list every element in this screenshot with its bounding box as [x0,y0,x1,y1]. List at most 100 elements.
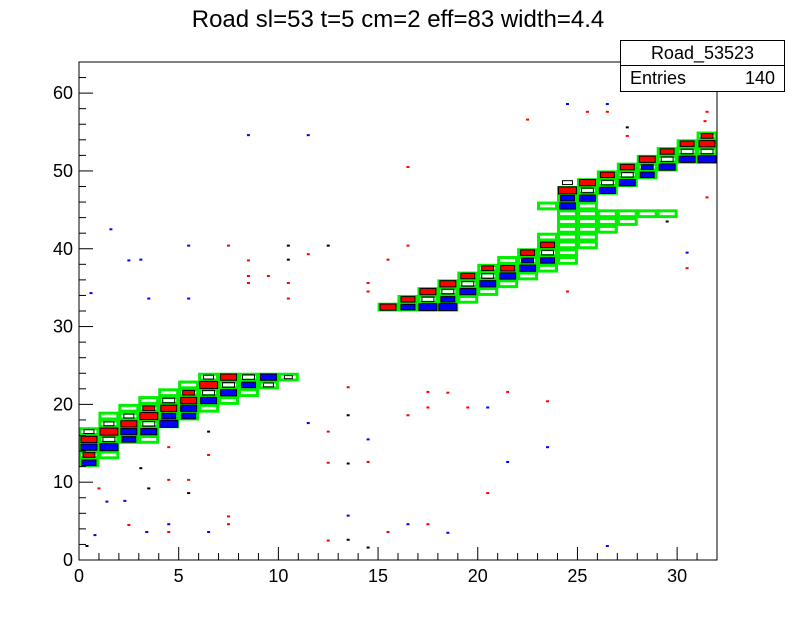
track-hit [400,296,416,303]
noise-hit [486,492,490,495]
noise-hit [605,544,609,547]
track-hit [439,280,457,288]
track-hit [460,272,476,280]
track-hit [99,427,119,436]
noise-hit [246,134,250,137]
road-cell [656,154,678,164]
track-hit [83,429,95,435]
track-hit [558,202,576,210]
road-cell [676,147,698,156]
track-hit [103,421,115,427]
track-hit [557,186,577,195]
road-cell [198,403,220,413]
track-hit [540,257,556,264]
road-cell [576,224,598,234]
noise-hit [286,258,290,261]
noise-hit [446,391,450,394]
road-cell [78,427,100,436]
noise-hit [346,414,350,417]
track-hit [618,178,636,187]
track-hit [419,287,437,296]
track-hit [578,178,596,187]
road-cell [696,147,718,156]
road-cell [557,240,578,250]
noise-hit [207,453,211,456]
noise-hit [565,103,569,106]
stats-entries-row: Entries 140 [621,66,784,91]
noise-hit [366,460,370,463]
track-hit [658,163,676,171]
track-hit [638,155,656,163]
road-cell [596,224,618,234]
track-hit [541,249,555,256]
noise-hit [286,297,290,300]
x-tick-label: 15 [368,566,388,586]
track-hit [160,404,178,412]
road-cell [457,279,479,289]
track-hit [500,264,516,272]
road-cell [537,263,558,273]
track-hit [142,405,156,412]
road-cell [158,388,180,398]
road-cell [138,419,160,429]
track-hit [161,412,177,420]
road-cell [477,287,499,296]
noise-hit [123,499,127,502]
noise-hit [167,446,171,449]
noise-hit [486,406,490,409]
noise-hit [386,258,390,261]
track-hit [441,288,455,295]
chart-title: Road sl=53 t=5 cm=2 eff=83 width=4.4 [191,6,605,33]
road-cell [477,263,499,273]
x-tick-label: 5 [174,566,184,586]
noise-hit [167,478,171,481]
noise-hit [306,134,310,137]
road-cell [158,396,180,405]
road-cell [636,209,658,219]
road-cell [98,411,120,421]
track-hit [120,427,138,436]
road-cell [477,271,499,281]
road-cell [537,201,558,211]
track-hit [580,187,594,194]
noise-hit [346,514,350,517]
noise-hit [466,406,470,409]
track-hit [698,140,716,148]
noise-hit [97,487,101,490]
noise-hit [139,258,143,261]
track-hit [519,264,537,272]
noise-hit [426,406,430,409]
road-cell [457,294,479,304]
road-cell [497,279,519,289]
track-hit [678,155,696,163]
road-cell [517,256,539,265]
road-cell [616,170,638,180]
track-hit [220,389,238,397]
noise-hit [167,530,171,533]
noise-hit [306,422,310,425]
track-hit [182,389,196,396]
noise-hit [207,430,211,433]
track-hit [259,373,277,381]
noise-hit [406,523,410,526]
stats-box-name: Road_53523 [621,41,784,66]
noise-hit [89,292,93,295]
noise-hit [326,244,330,247]
x-tick-label: 25 [567,566,587,586]
road-cell [557,232,578,242]
noise-hit [366,546,370,549]
track-hit [240,381,256,389]
track-hit [620,171,634,178]
noise-hit [326,539,330,542]
track-hit [80,435,98,444]
road-cell [656,209,678,219]
road-cell [78,450,100,460]
noise-hit [426,390,430,393]
noise-hit [127,523,131,526]
road-cell [596,209,618,219]
noise-hit [346,462,350,465]
road-cell [497,256,519,265]
track-hit [80,443,98,451]
y-tick-label: 60 [53,83,73,103]
road-cell [98,419,120,429]
